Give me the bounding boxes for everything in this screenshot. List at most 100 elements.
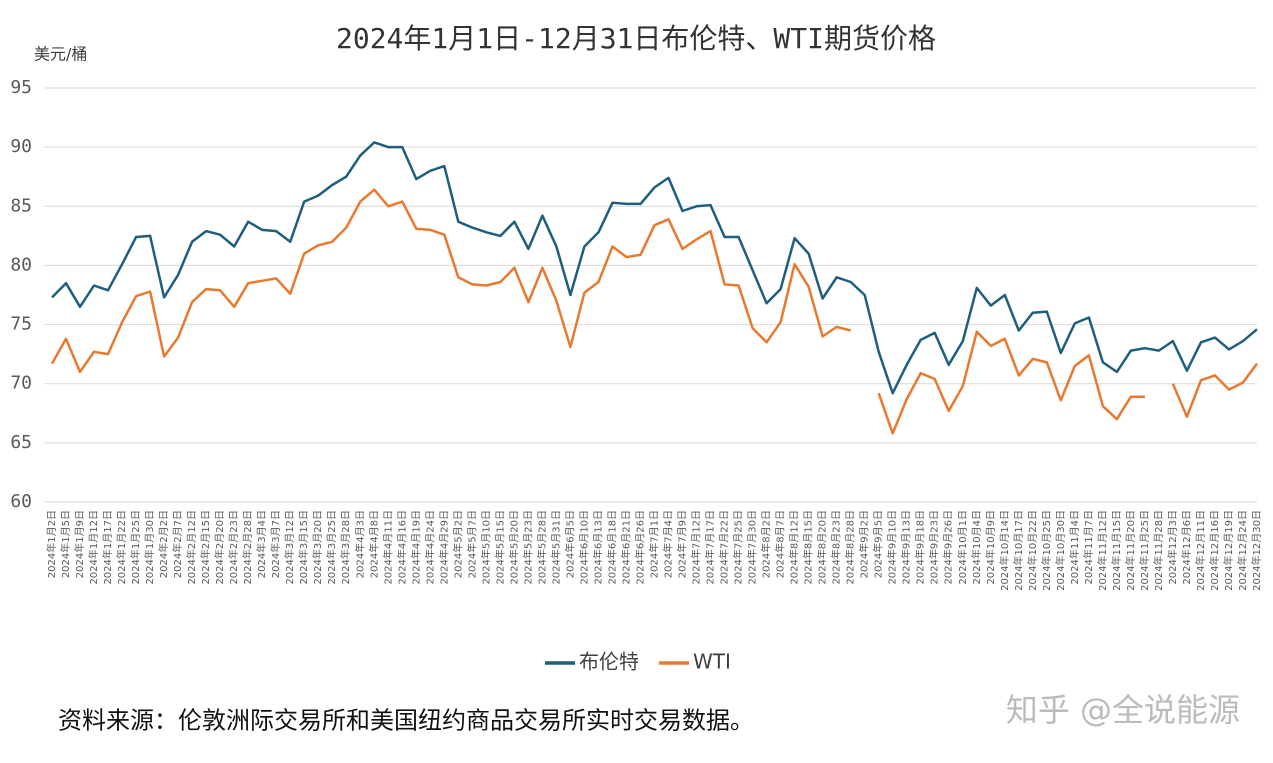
x-tick-label: 2024年12月19日 xyxy=(1222,510,1235,591)
x-tick-label: 2024年9月2日 xyxy=(858,510,871,578)
x-tick-label: 2024年11月25日 xyxy=(1138,510,1151,591)
x-tick-label: 2024年7月12日 xyxy=(690,510,703,585)
x-tick-label: 2024年5月23日 xyxy=(521,510,534,585)
x-tick-label: 2024年5月28日 xyxy=(535,510,548,585)
x-tick-label: 2024年6月10日 xyxy=(577,510,590,585)
x-tick-label: 2024年9月5日 xyxy=(872,510,885,578)
x-tick-label: 2024年5月15日 xyxy=(493,510,506,585)
x-tick-label: 2024年2月20日 xyxy=(213,510,226,585)
x-tick-label: 2024年2月12日 xyxy=(185,510,198,585)
x-tick-label: 2024年10月25日 xyxy=(1040,510,1053,591)
x-tick-label: 2024年11月28日 xyxy=(1152,510,1165,591)
x-tick-label: 2024年11月7日 xyxy=(1082,510,1095,585)
x-tick-label: 2024年11月12日 xyxy=(1096,510,1109,591)
x-tick-label: 2024年5月20日 xyxy=(507,510,520,585)
x-tick-label: 2024年1月2日 xyxy=(45,510,58,578)
x-tick-label: 2024年5月10日 xyxy=(479,510,492,585)
x-tick-label: 2024年10月22日 xyxy=(1026,510,1039,591)
x-tick-label: 2024年11月4日 xyxy=(1068,510,1081,585)
y-tick-label: 70 xyxy=(10,373,32,394)
x-tick-label: 2024年3月12日 xyxy=(283,510,296,585)
x-tick-label: 2024年3月25日 xyxy=(325,510,338,585)
y-tick-label: 75 xyxy=(10,314,32,335)
y-axis-label: 美元/桶 xyxy=(34,45,87,64)
x-tick-label: 2024年1月9日 xyxy=(73,510,86,578)
series-line xyxy=(877,330,1145,435)
x-tick-label: 2024年8月20日 xyxy=(816,510,829,585)
x-tick-label: 2024年6月5日 xyxy=(563,510,576,578)
x-tick-label: 2024年12月16日 xyxy=(1208,510,1221,591)
y-tick-label: 65 xyxy=(10,432,32,453)
x-tick-label: 2024年1月22日 xyxy=(115,510,128,585)
x-tick-label: 2024年11月20日 xyxy=(1124,510,1137,591)
x-tick-label: 2024年12月3日 xyxy=(1166,510,1179,585)
x-tick-label: 2024年7月30日 xyxy=(746,510,759,585)
x-tick-label: 2024年3月15日 xyxy=(297,510,310,585)
x-tick-label: 2024年6月18日 xyxy=(605,510,618,585)
x-tick-label: 2024年4月11日 xyxy=(381,510,394,585)
x-tick-label: 2024年7月9日 xyxy=(676,510,689,578)
x-tick-label: 2024年12月24日 xyxy=(1236,510,1249,591)
x-tick-label: 2024年10月14日 xyxy=(998,510,1011,591)
x-tick-label: 2024年4月16日 xyxy=(395,510,408,585)
x-tick-label: 2024年9月26日 xyxy=(942,510,955,585)
x-tick-label: 2024年1月30日 xyxy=(143,510,156,585)
x-tick-label: 2024年7月17日 xyxy=(704,510,717,585)
x-tick-label: 2024年5月2日 xyxy=(451,510,464,578)
legend-label: WTI xyxy=(693,650,731,674)
x-tick-label: 2024年8月2日 xyxy=(760,510,773,578)
x-tick-label: 2024年9月10日 xyxy=(886,510,899,585)
x-tick-label: 2024年7月4日 xyxy=(662,510,675,578)
x-tick-label: 2024年7月1日 xyxy=(648,510,661,578)
x-tick-label: 2024年5月31日 xyxy=(549,510,562,585)
chart-title: 2024年1月1日-12月31日布伦特、WTI期货价格 xyxy=(336,22,936,55)
x-tick-label: 2024年3月28日 xyxy=(339,510,352,585)
x-tick-label: 2024年1月5日 xyxy=(59,510,72,578)
x-tick-label: 2024年4月8日 xyxy=(367,510,380,578)
x-tick-label: 2024年10月30日 xyxy=(1054,510,1067,591)
x-tick-label: 2024年4月19日 xyxy=(409,510,422,585)
y-tick-label: 90 xyxy=(10,136,32,157)
x-tick-label: 2024年12月11日 xyxy=(1194,510,1207,591)
x-tick-label: 2024年9月23日 xyxy=(928,510,941,585)
x-tick-label: 2024年9月18日 xyxy=(914,510,927,585)
x-tick-label: 2024年2月28日 xyxy=(241,510,254,585)
x-tick-label: 2024年7月25日 xyxy=(732,510,745,585)
x-tick-label: 2024年6月26日 xyxy=(633,510,646,585)
x-tick-label: 2024年8月12日 xyxy=(788,510,801,585)
x-tick-label: 2024年8月28日 xyxy=(844,510,857,585)
x-tick-label: 2024年10月9日 xyxy=(984,510,997,585)
y-tick-label: 85 xyxy=(10,195,32,216)
x-tick-label: 2024年3月4日 xyxy=(255,510,268,578)
series-line xyxy=(50,188,852,374)
x-tick-label: 2024年1月17日 xyxy=(101,510,114,585)
x-tick-label: 2024年11月15日 xyxy=(1110,510,1123,591)
x-tick-label: 2024年12月6日 xyxy=(1180,510,1193,585)
x-tick-label: 2024年3月7日 xyxy=(269,510,282,578)
x-tick-label: 2024年12月30日 xyxy=(1250,510,1263,591)
x-tick-label: 2024年10月17日 xyxy=(1012,510,1025,591)
x-tick-label: 2024年10月1日 xyxy=(956,510,969,585)
watermark: 知乎 @全说能源 xyxy=(1006,691,1240,729)
y-tick-label: 80 xyxy=(10,254,32,275)
x-tick-label: 2024年7月22日 xyxy=(718,510,731,585)
x-tick-label: 2024年8月15日 xyxy=(802,510,815,585)
x-tick-label: 2024年10月4日 xyxy=(970,510,983,585)
x-tick-label: 2024年1月12日 xyxy=(87,510,100,585)
x-tick-label: 2024年4月3日 xyxy=(353,510,366,578)
x-tick-label: 2024年2月23日 xyxy=(227,510,240,585)
x-tick-label: 2024年6月13日 xyxy=(591,510,604,585)
x-tick-label: 2024年4月29日 xyxy=(437,510,450,585)
x-tick-label: 2024年9月13日 xyxy=(900,510,913,585)
x-tick-label: 2024年6月21日 xyxy=(619,510,632,585)
series-line xyxy=(51,141,1258,395)
legend-label: 布伦特 xyxy=(579,650,639,674)
x-tick-label: 2024年8月7日 xyxy=(774,510,787,578)
x-tick-label: 2024年5月7日 xyxy=(465,510,478,578)
x-tick-label: 2024年1月25日 xyxy=(129,510,142,585)
x-tick-label: 2024年2月15日 xyxy=(199,510,212,585)
series-line xyxy=(1171,362,1259,419)
y-tick-label: 60 xyxy=(10,491,32,512)
x-tick-label: 2024年3月20日 xyxy=(311,510,324,585)
y-tick-label: 95 xyxy=(10,77,32,98)
